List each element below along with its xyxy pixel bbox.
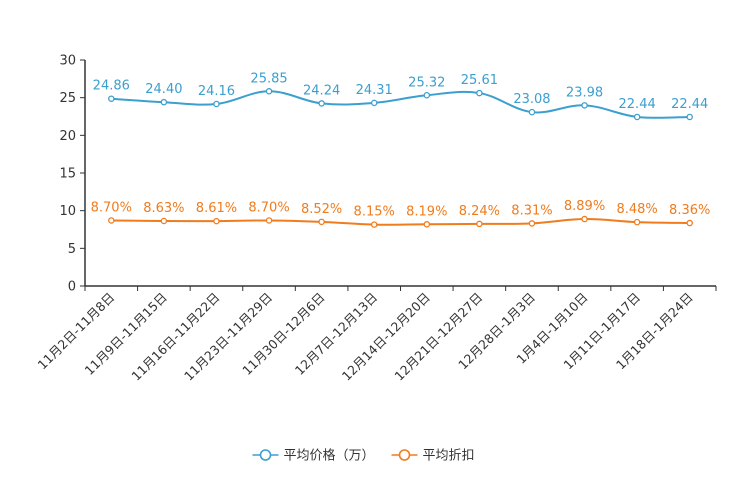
data-label: 8.70% xyxy=(248,200,289,215)
legend-marker xyxy=(398,449,411,461)
data-label: 8.89% xyxy=(564,199,605,214)
legend-marker xyxy=(259,449,272,461)
data-point xyxy=(528,220,536,227)
series-1: 24.86 24.40 24.16 25.85 24.24 24.31 25.32 25.61… xyxy=(93,71,708,121)
data-point xyxy=(160,217,168,225)
y-tick-label: 30 xyxy=(59,54,76,69)
data-point xyxy=(213,100,220,108)
data-label: 24.16 xyxy=(198,84,235,99)
data-label: 8.52% xyxy=(301,202,342,217)
data-label: 8.70% xyxy=(91,200,132,215)
data-label: 22.44 xyxy=(671,97,708,112)
data-point xyxy=(108,217,115,224)
data-label: 24.31 xyxy=(356,83,393,98)
legend-item-2: 平均折扣 xyxy=(391,449,475,464)
data-point xyxy=(213,217,220,225)
data-point xyxy=(423,221,431,228)
data-point xyxy=(318,218,325,226)
data-label: 8.36% xyxy=(669,203,710,218)
series-line xyxy=(111,90,690,119)
data-point xyxy=(265,217,273,224)
data-label: 24.86 xyxy=(93,79,130,94)
legend-label: 平均价格（万） xyxy=(284,448,375,464)
legend-item-1: 平均价格（万） xyxy=(252,448,375,464)
y-tick-label: 20 xyxy=(59,129,76,144)
data-point xyxy=(265,88,273,95)
x-tick-label: 11月16日-11月22日 xyxy=(128,290,222,384)
data-label: 8.24% xyxy=(459,204,500,219)
data-point xyxy=(108,95,115,102)
data-label: 8.48% xyxy=(616,202,657,217)
series-2: 8.70% 8.63% 8.61% 8.70% 8.52% 8.15% 8.19% 8.24%… xyxy=(91,199,710,228)
data-point xyxy=(370,99,378,107)
y-tick-label: 10 xyxy=(59,204,76,219)
data-point xyxy=(476,220,483,228)
data-point xyxy=(528,108,536,116)
legend: 平均价格（万） 平均折扣 xyxy=(252,448,475,464)
data-point xyxy=(370,221,378,228)
data-point xyxy=(633,218,641,226)
y-tick-label: 15 xyxy=(59,167,76,182)
data-label: 24.24 xyxy=(303,83,340,98)
data-label: 25.61 xyxy=(461,73,498,88)
data-label: 23.98 xyxy=(566,85,603,100)
data-label: 8.61% xyxy=(196,201,237,216)
data-point xyxy=(476,89,483,97)
data-label: 23.08 xyxy=(513,92,550,107)
series-line xyxy=(111,218,690,226)
series-layer: 24.86 24.40 24.16 25.85 24.24 24.31 25.32 25.61… xyxy=(91,71,710,228)
data-point xyxy=(160,98,168,106)
data-point xyxy=(633,113,641,121)
data-point xyxy=(686,113,693,121)
y-tick-label: 0 xyxy=(68,280,76,295)
data-label: 22.44 xyxy=(619,97,656,112)
data-label: 25.32 xyxy=(408,75,445,90)
data-point xyxy=(423,92,431,99)
x-tick-label: 12月14日-12月20日 xyxy=(339,290,433,384)
data-point xyxy=(581,215,588,223)
data-label: 8.15% xyxy=(354,205,395,220)
data-label: 8.31% xyxy=(511,203,552,218)
x-tick-label: 12月21日-12月27日 xyxy=(391,290,485,384)
legend-label: 平均折扣 xyxy=(423,449,475,464)
data-label: 8.63% xyxy=(143,201,184,216)
x-tick-label: 11月23日-11月29日 xyxy=(181,290,275,384)
data-point xyxy=(686,219,693,227)
data-point xyxy=(581,102,588,109)
data-label: 25.85 xyxy=(250,71,287,86)
data-point xyxy=(318,100,325,107)
data-label: 8.19% xyxy=(406,204,447,219)
data-label: 24.40 xyxy=(145,82,182,97)
y-tick-label: 25 xyxy=(59,91,76,106)
y-tick-label: 5 xyxy=(68,242,76,257)
